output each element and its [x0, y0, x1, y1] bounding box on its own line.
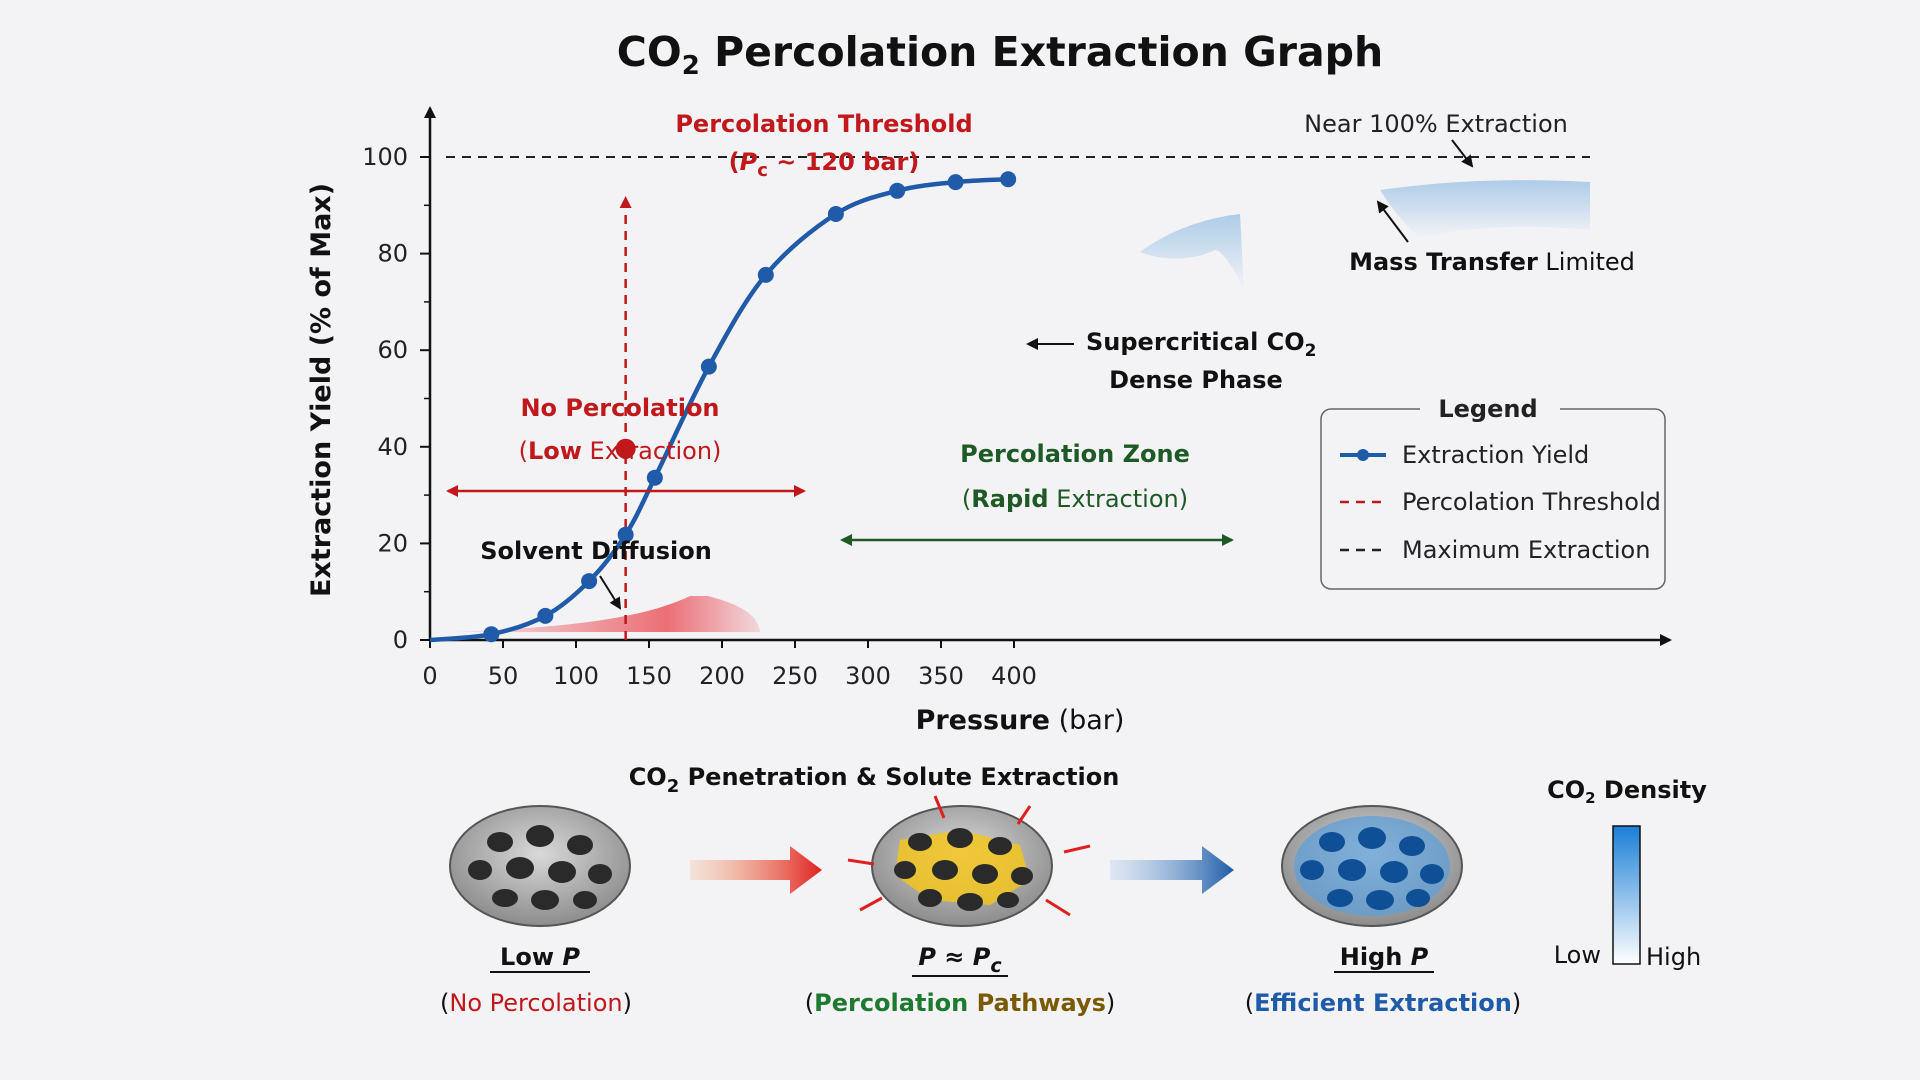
- panel-label-low: Low P: [500, 943, 580, 971]
- data-point: [1000, 171, 1017, 188]
- rock-low-pressure: [449, 805, 631, 927]
- y-tick-label: 0: [393, 626, 408, 654]
- legend-label-yield: Extraction Yield: [1402, 441, 1589, 469]
- x-tick-label: 0: [422, 662, 437, 690]
- mass-transfer-label: Mass Transfer Limited: [1349, 248, 1635, 276]
- solvent-diffusion-arrow: [599, 575, 622, 610]
- y-axis-label: Extraction Yield (% of Max): [306, 183, 337, 597]
- x-tick-label: 50: [488, 662, 519, 690]
- x-axis-label: Pressure (bar): [916, 705, 1125, 736]
- legend-swatch-yield-marker: [1357, 449, 1369, 461]
- data-point: [889, 182, 906, 199]
- y-tick-label: 60: [377, 336, 408, 364]
- data-point: [581, 573, 598, 590]
- x-tick-label: 250: [772, 662, 818, 690]
- panel-label-threshold: P ≈ Pc: [918, 943, 1002, 977]
- y-ticks: 0 20 40 60 80 100: [362, 143, 430, 654]
- legend-title: Legend: [1438, 395, 1537, 423]
- rock-high-pressure: [1281, 805, 1463, 927]
- y-tick-label: 20: [377, 529, 408, 557]
- percolation-zone-subtitle: (Rapid Extraction): [962, 485, 1188, 513]
- data-point: [537, 607, 554, 624]
- y-tick-label: 100: [362, 143, 408, 171]
- arrow-to-extraction: [1110, 846, 1234, 894]
- density-title: CO2 Density: [1547, 776, 1707, 807]
- panel-label-high: High P: [1340, 943, 1429, 971]
- y-tick-label: 40: [377, 433, 408, 461]
- data-point: [700, 358, 717, 375]
- no-percolation-subtitle: (Low Extraction): [519, 437, 722, 465]
- arrow-to-percolation: [690, 846, 822, 894]
- no-percolation-title: No Percolation: [520, 394, 719, 422]
- mass-transfer-arrow: [1376, 200, 1409, 243]
- threshold-marker: [615, 438, 636, 459]
- supercritical-label-line1: Supercritical CO2: [1086, 328, 1317, 361]
- threshold-label-line2: (Pc ~ 120 bar): [729, 148, 920, 181]
- supercritical-label-line2: Dense Phase: [1109, 366, 1283, 394]
- density-colorbar: [1612, 825, 1641, 965]
- solvent-diffusion-label: Solvent Diffusion: [480, 537, 712, 565]
- x-tick-label: 400: [991, 662, 1037, 690]
- data-point: [646, 469, 663, 486]
- legend-title-backdrop: [1420, 396, 1560, 424]
- data-point: [947, 174, 964, 191]
- extraction-yield-points: [483, 171, 1017, 643]
- x-tick-label: 350: [918, 662, 964, 690]
- threshold-label-line1: Percolation Threshold: [675, 110, 972, 138]
- rock-threshold-pressure: [847, 795, 1091, 927]
- dense-phase-shading-2: [1380, 180, 1590, 238]
- data-point: [827, 205, 844, 222]
- percolation-zone-title: Percolation Zone: [960, 440, 1190, 468]
- density-high-label: High: [1646, 943, 1701, 971]
- legend-label-max: Maximum Extraction: [1402, 536, 1650, 564]
- chart-title: CO2 Percolation Extraction Graph: [617, 28, 1383, 81]
- data-point: [483, 626, 500, 643]
- x-tick-label: 150: [626, 662, 672, 690]
- x-tick-label: 100: [553, 662, 599, 690]
- data-point: [617, 526, 634, 543]
- near-100-arrow: [1451, 139, 1474, 168]
- density-low-label: Low: [1554, 941, 1601, 969]
- x-tick-label: 200: [699, 662, 745, 690]
- legend: Legend Extraction Yield Percolation Thre…: [1320, 395, 1666, 590]
- dense-phase-shading-1: [1140, 214, 1244, 290]
- data-point: [757, 266, 774, 283]
- panel-caption-low: (No Percolation): [440, 989, 632, 1017]
- panel-caption-high: (Efficient Extraction): [1245, 989, 1521, 1017]
- y-tick-label: 80: [377, 240, 408, 268]
- near-100-label: Near 100% Extraction: [1304, 110, 1568, 138]
- x-ticks: 0 50 100 150 200 250 300 350 400: [422, 640, 1037, 690]
- bottom-title: CO2 Penetration & Solute Extraction: [629, 763, 1120, 797]
- x-tick-label: 300: [845, 662, 891, 690]
- solvent-diffusion-shading: [450, 596, 760, 632]
- panel-caption-threshold: (Percolation Pathways): [805, 989, 1116, 1017]
- legend-label-threshold: Percolation Threshold: [1402, 488, 1661, 516]
